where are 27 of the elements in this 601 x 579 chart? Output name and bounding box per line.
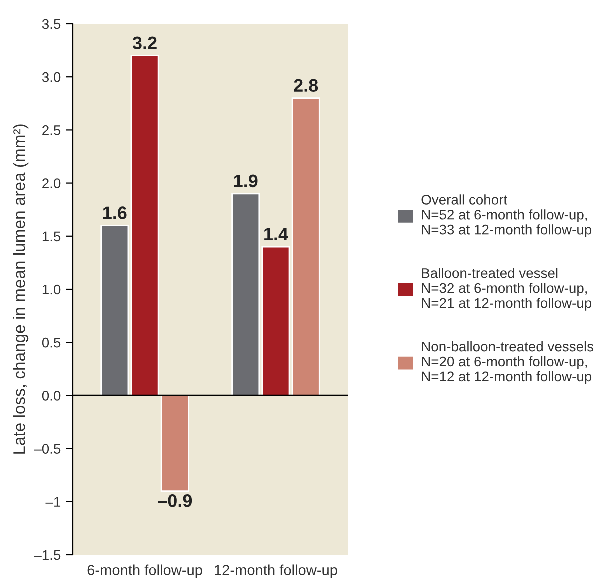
x-tick-label: 6-month follow-up [88, 564, 202, 578]
data-label: 3.2 [132, 36, 157, 50]
y-tick-label: 1.0 [42, 284, 61, 295]
y-tick-label: –1.5 [34, 550, 61, 560]
y-axis-title: Late loss, change in mean lumen area (mm²) [13, 124, 29, 454]
data-label: –0.9 [158, 494, 192, 508]
data-label: 1.4 [264, 228, 288, 240]
y-tick-label: 0.5 [42, 338, 61, 348]
y-tick-label: 0.0 [42, 391, 61, 401]
data-label: 1.6 [103, 206, 127, 220]
bar [292, 98, 320, 396]
data-label: 1.9 [234, 174, 258, 188]
legend-label: Non-balloon-treated vessels N=20 at 6-month follow-up, N=12 at 12-month follow-up [422, 341, 594, 384]
legend-label: Overall cohort N=52 at 6-month follow-up, N=33 at 12-month follow-up [422, 194, 592, 238]
y-tick-label: 2.5 [42, 126, 61, 136]
bar [160, 395, 190, 492]
y-tick-label: 3.5 [42, 19, 61, 30]
y-tick-label: 3.0 [42, 72, 61, 82]
data-label: 2.8 [294, 79, 318, 92]
y-tick-label: –0.5 [34, 444, 61, 454]
legend-label: Balloon-treated vessel N=32 at 6-month follow-up, N=21 at 12-month follow-up [422, 268, 592, 311]
y-tick-label: 2.0 [42, 178, 61, 188]
bar [100, 225, 130, 396]
y-tick-label: –1 [46, 497, 61, 507]
bar [130, 55, 160, 396]
y-tick-label: 1.5 [42, 232, 61, 242]
x-tick-label: 12-month follow-up [215, 564, 338, 578]
